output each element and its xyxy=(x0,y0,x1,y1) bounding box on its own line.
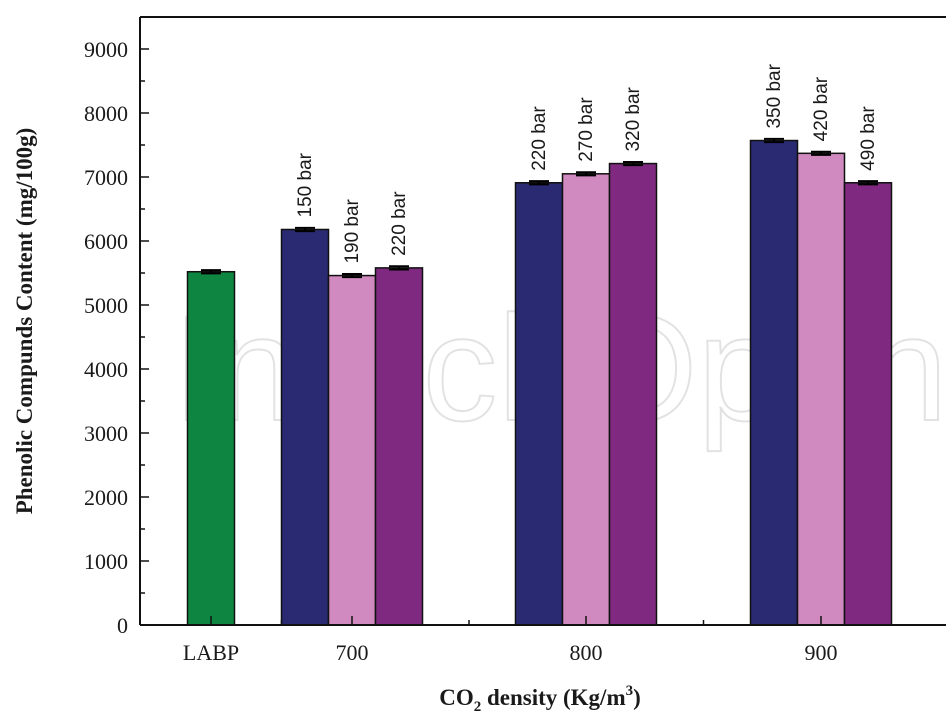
bar-value-label: 190 bar xyxy=(342,198,363,263)
y-tick-label: 6000 xyxy=(84,229,128,254)
bar-800-3 xyxy=(608,162,658,626)
bar-labp-1 xyxy=(186,270,236,626)
x-axis-title-middle: density (Kg/m xyxy=(481,685,625,710)
x-axis-title-suffix: ) xyxy=(633,685,641,710)
error-bar xyxy=(623,160,643,167)
x-axis-title-subscript: 2 xyxy=(474,699,482,715)
bar-value-label: 420 bar xyxy=(811,76,832,141)
y-tick-label: 2000 xyxy=(84,485,128,510)
error-bars-layer xyxy=(201,137,878,279)
bar-900-1 xyxy=(749,139,799,626)
bar-700-1 xyxy=(280,228,330,626)
error-bar xyxy=(529,180,549,186)
bar-900-2 xyxy=(796,152,846,626)
y-tick-label: 7000 xyxy=(84,165,128,190)
x-axis-ticks: LABP 700 800 900 xyxy=(183,616,838,665)
y-tick-label: 9000 xyxy=(84,37,128,62)
y-tick-label: 4000 xyxy=(84,357,128,382)
bar-value-label: 150 bar xyxy=(295,152,316,217)
y-axis-title: Phenolic Compunds Content (mg/100g) xyxy=(12,128,37,515)
bar-value-label: 220 bar xyxy=(389,191,410,256)
x-tick-label: 700 xyxy=(336,640,369,665)
x-axis-title-prefix: CO xyxy=(439,685,474,710)
bar-700-3 xyxy=(374,267,424,626)
bar-800-1 xyxy=(514,182,564,626)
x-axis-title-superscript: 3 xyxy=(626,683,634,699)
x-axis-title: CO2 density (Kg/m3) xyxy=(439,683,641,715)
bar-800-2 xyxy=(561,173,611,626)
error-bar xyxy=(342,272,362,279)
bar-value-label: 490 bar xyxy=(858,106,879,171)
bar-value-label: 220 bar xyxy=(529,106,550,171)
y-tick-label: 0 xyxy=(117,613,128,638)
bar-value-label: 350 bar xyxy=(764,63,785,128)
y-axis-ticks: 0 1000 2000 3000 4000 5000 6000 7000 8000 9000 xyxy=(84,16,149,638)
y-tick-label: 3000 xyxy=(84,421,128,446)
x-tick-label: LABP xyxy=(183,640,239,665)
y-tick-label: 5000 xyxy=(84,293,128,318)
y-tick-label: 1000 xyxy=(84,549,128,574)
error-bar xyxy=(858,180,878,186)
bar-value-label: 270 bar xyxy=(576,97,597,162)
bar-labels-layer: 150 bar 190 bar 220 bar 220 bar 270 bar 320 b… xyxy=(295,63,879,263)
bar-700-2 xyxy=(327,274,377,626)
bars-layer xyxy=(186,139,893,626)
y-tick-label: 8000 xyxy=(84,101,128,126)
error-bar xyxy=(811,150,831,156)
error-bar xyxy=(295,226,315,233)
bar-value-label: 320 bar xyxy=(623,86,644,151)
axes-layer xyxy=(139,16,946,626)
x-tick-label: 900 xyxy=(805,640,838,665)
error-bar xyxy=(389,265,409,271)
error-bar xyxy=(764,137,784,144)
error-bar xyxy=(576,171,596,177)
error-bar xyxy=(201,269,221,275)
x-tick-label: 800 xyxy=(570,640,603,665)
bar-900-3 xyxy=(843,182,893,626)
